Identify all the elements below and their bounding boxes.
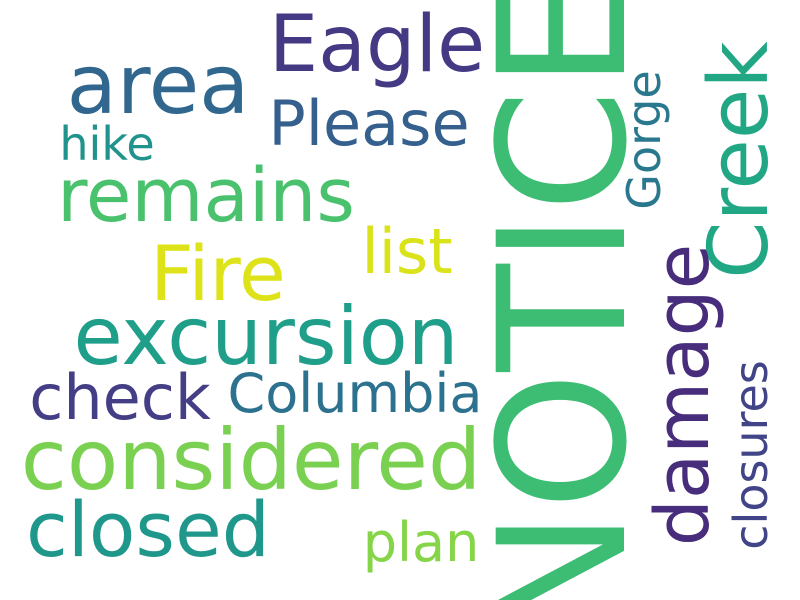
word-eagle: Eagle [268, 0, 486, 90]
word-plan: plan [362, 511, 480, 574]
word-excursion: excursion [73, 290, 459, 383]
word-columbia: Columbia [227, 362, 483, 425]
word-check: check [29, 361, 211, 434]
word-area: area [66, 38, 250, 133]
word-damage: damage [640, 243, 726, 547]
word-remains: remains [57, 153, 355, 239]
word-list: list [361, 215, 453, 288]
word-considered: considered [20, 411, 482, 509]
word-fire: Fire [150, 229, 286, 318]
word-closures: closures [724, 360, 778, 550]
word-closed: closed [26, 485, 270, 574]
word-please: Please [268, 87, 470, 160]
word-gorge: Gorge [617, 70, 671, 210]
word-hike: hike [59, 117, 155, 171]
